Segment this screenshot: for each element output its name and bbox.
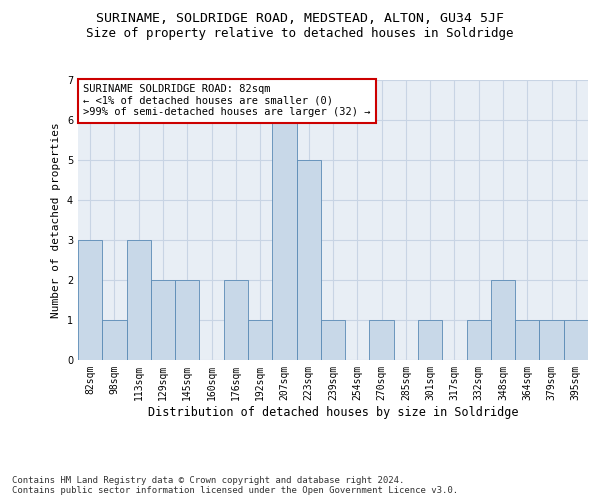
Bar [539,320,564,360]
Text: SURINAME, SOLDRIDGE ROAD, MEDSTEAD, ALTON, GU34 5JF: SURINAME, SOLDRIDGE ROAD, MEDSTEAD, ALTO… [96,12,504,26]
Y-axis label: Number of detached properties: Number of detached properties [52,122,61,318]
Bar [296,160,321,360]
Bar [491,280,515,360]
Text: Size of property relative to detached houses in Soldridge: Size of property relative to detached ho… [86,28,514,40]
Bar [248,320,272,360]
Bar [78,240,102,360]
Text: SURINAME SOLDRIDGE ROAD: 82sqm
← <1% of detached houses are smaller (0)
>99% of : SURINAME SOLDRIDGE ROAD: 82sqm ← <1% of … [83,84,371,117]
Bar [564,320,588,360]
Bar [175,280,199,360]
Bar [127,240,151,360]
Bar [321,320,345,360]
Bar [102,320,127,360]
X-axis label: Distribution of detached houses by size in Soldridge: Distribution of detached houses by size … [148,406,518,418]
Bar [151,280,175,360]
Bar [272,120,296,360]
Bar [370,320,394,360]
Bar [418,320,442,360]
Text: Contains HM Land Registry data © Crown copyright and database right 2024.
Contai: Contains HM Land Registry data © Crown c… [12,476,458,495]
Bar [224,280,248,360]
Bar [467,320,491,360]
Bar [515,320,539,360]
